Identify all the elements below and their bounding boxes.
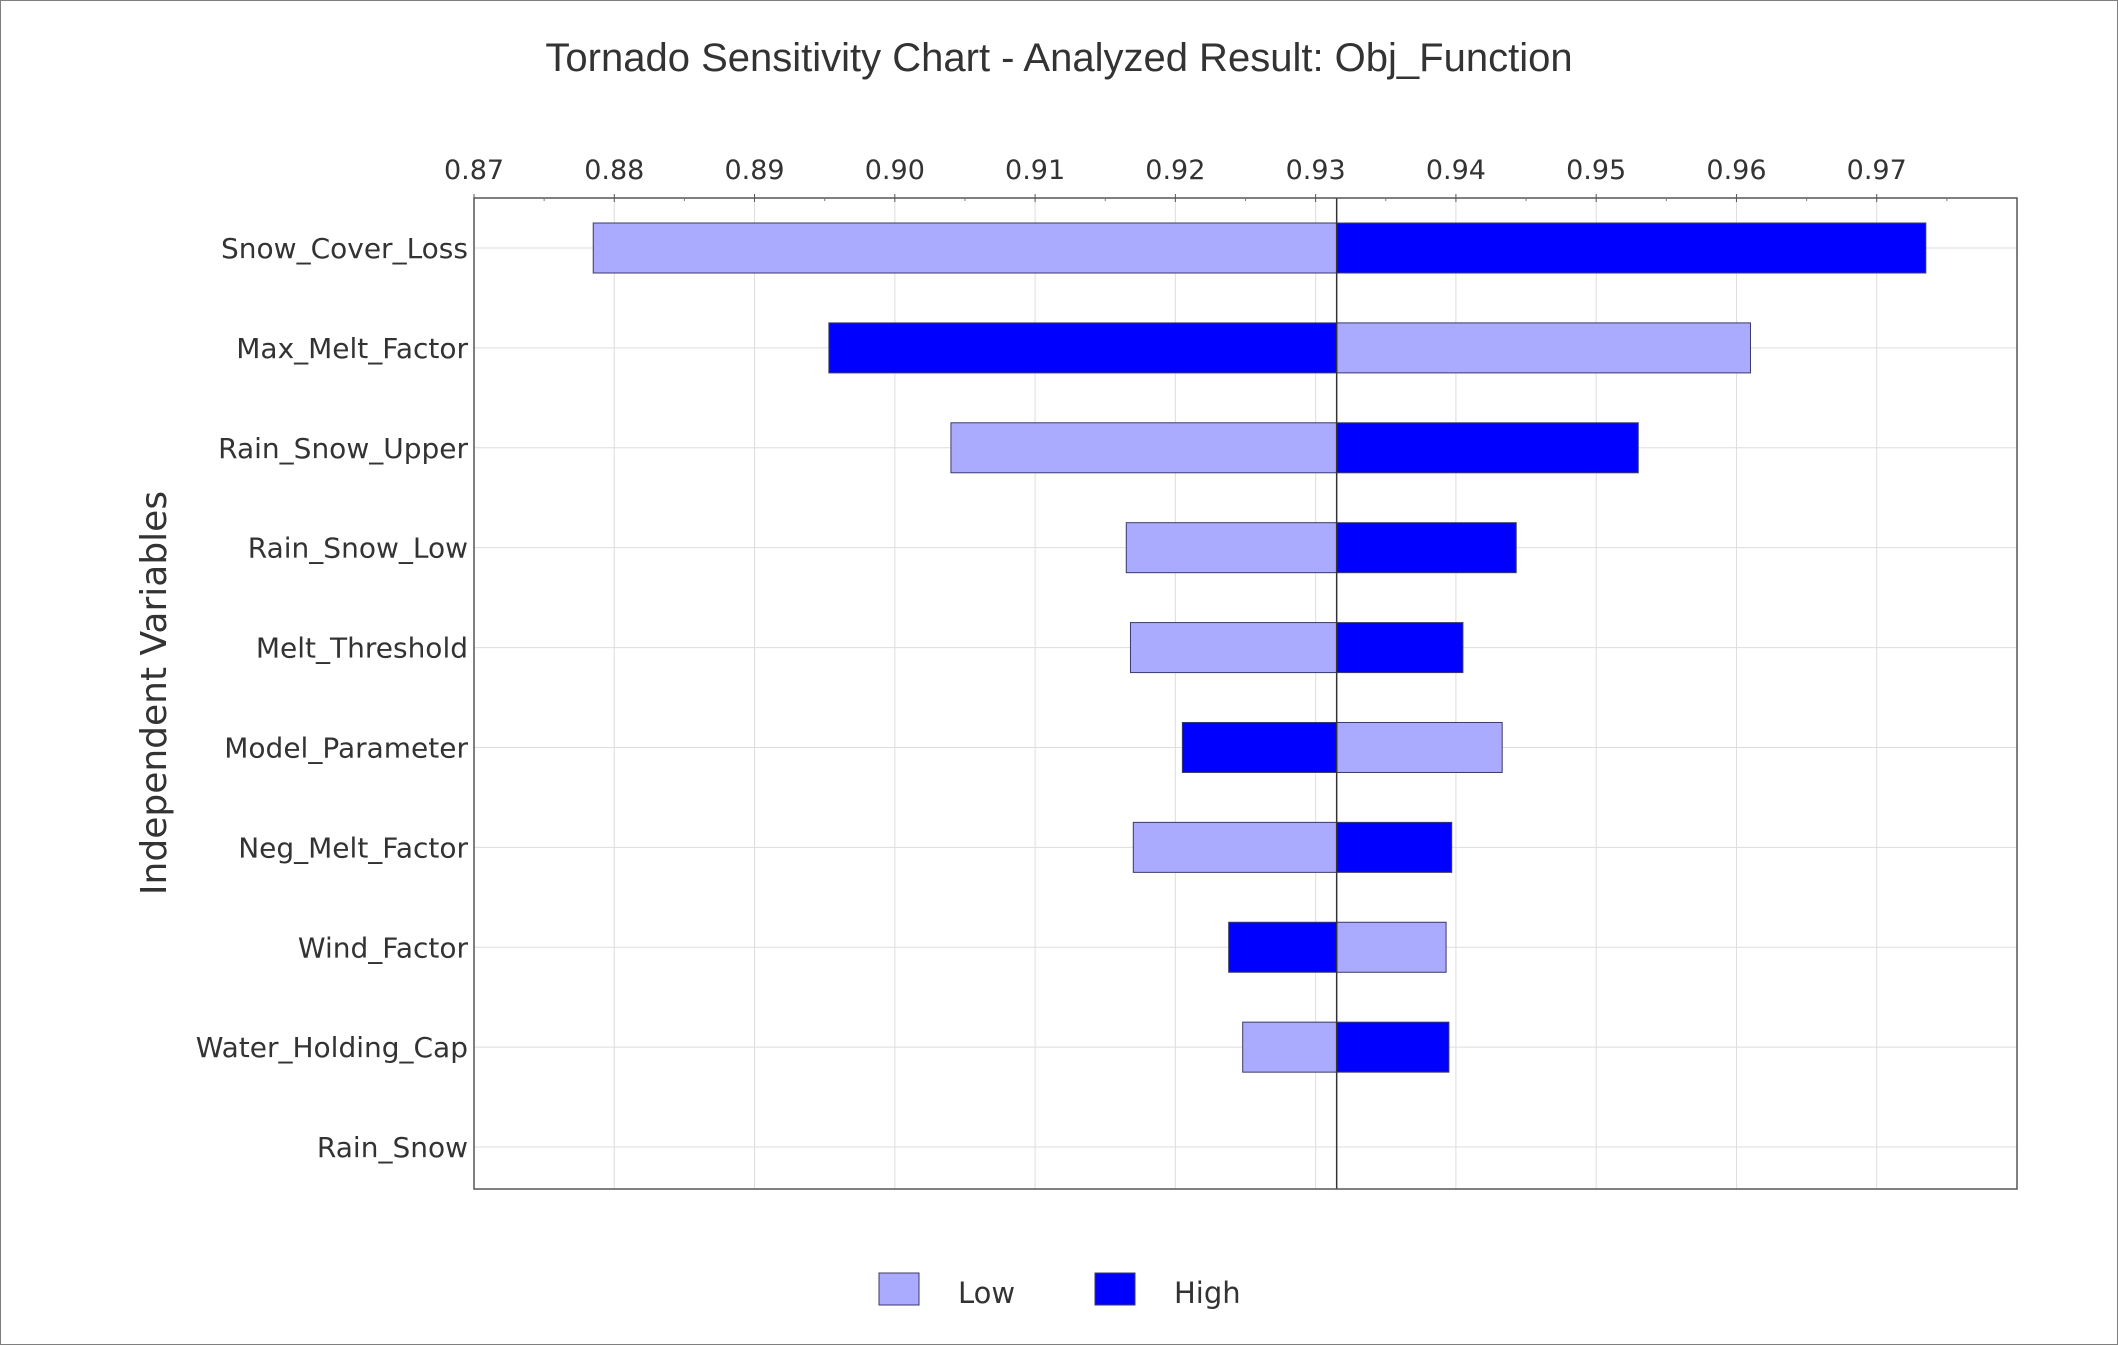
bar-low-rain-snow-upper	[950, 422, 1338, 474]
category-label: Rain_Snow	[317, 1131, 468, 1164]
x-tick-label: 0.87	[444, 155, 504, 186]
category-label: Water_Holding_Cap	[196, 1031, 468, 1064]
bar-high-neg-melt-factor	[1336, 821, 1453, 873]
category-label: Rain_Snow_Low	[248, 532, 468, 565]
y-axis-categories: Snow_Cover_Loss Max_Melt_Factor Rain_Snow_…	[196, 232, 469, 1164]
bar-low-max-melt-factor	[1336, 322, 1751, 374]
category-label: Max_Melt_Factor	[236, 332, 468, 365]
bar-high-max-melt-factor	[828, 322, 1338, 374]
category-label: Snow_Cover_Loss	[221, 232, 468, 265]
legend-label-low: Low	[958, 1276, 1015, 1310]
bar-low-snow-cover-loss	[592, 222, 1338, 274]
bar-low-melt-threshold	[1129, 622, 1338, 674]
bar-high-snow-cover-loss	[1336, 222, 1927, 274]
category-label: Neg_Melt_Factor	[238, 831, 468, 864]
bar-high-melt-threshold	[1336, 622, 1464, 674]
bar-high-water-holding-cap	[1336, 1021, 1450, 1073]
x-axis-ticks: 0.87 0.88 0.89 0.90 0.91 0.92 0.93 0.94 0.95 0.96…	[444, 155, 1948, 202]
bar-low-water-holding-cap	[1242, 1021, 1338, 1073]
x-tick-label: 0.88	[584, 155, 644, 186]
legend-swatch-high	[1094, 1272, 1136, 1306]
bar-low-model-parameter	[1336, 721, 1503, 773]
bar-low-rain-snow-low	[1125, 522, 1338, 574]
x-tick-label: 0.89	[724, 155, 784, 186]
category-label: Melt_Threshold	[256, 632, 468, 665]
y-axis-title: Independent Variables	[134, 491, 175, 895]
bar-high-wind-factor	[1228, 921, 1338, 973]
bar-low-wind-factor	[1336, 921, 1447, 973]
bars	[592, 222, 1927, 1073]
x-tick-label: 0.94	[1426, 155, 1486, 186]
legend-swatch-low	[878, 1272, 920, 1306]
chart-title: Tornado Sensitivity Chart - Analyzed Res…	[545, 36, 1572, 80]
x-tick-label: 0.91	[1005, 155, 1065, 186]
bar-high-rain-snow-upper	[1336, 422, 1639, 474]
x-tick-label: 0.93	[1286, 155, 1346, 186]
x-tick-label: 0.92	[1145, 155, 1205, 186]
x-tick-label: 0.96	[1706, 155, 1766, 186]
legend: Low High	[878, 1272, 1241, 1310]
bar-high-rain-snow-low	[1336, 522, 1517, 574]
bar-low-neg-melt-factor	[1132, 821, 1338, 873]
bar-high-model-parameter	[1181, 721, 1338, 773]
legend-label-high: High	[1174, 1276, 1241, 1310]
category-label: Wind_Factor	[298, 931, 469, 964]
category-label: Rain_Snow_Upper	[218, 432, 468, 465]
x-tick-label: 0.97	[1847, 155, 1907, 186]
category-label: Model_Parameter	[224, 731, 468, 764]
x-tick-label: 0.95	[1566, 155, 1626, 186]
x-tick-label: 0.90	[865, 155, 925, 186]
